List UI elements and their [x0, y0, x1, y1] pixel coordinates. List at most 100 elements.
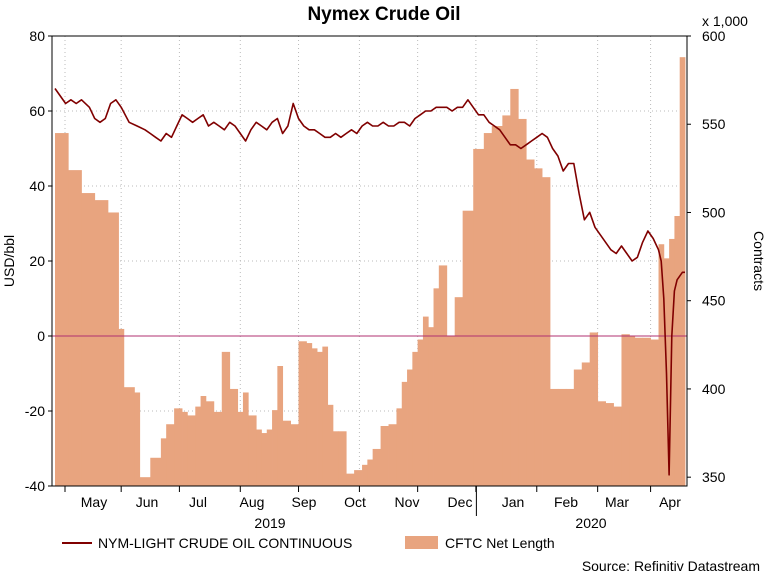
month-label-dec: Dec — [448, 494, 473, 510]
cftc-bar — [510, 88, 519, 487]
cftc-bar — [502, 115, 511, 486]
cftc-bar — [407, 369, 413, 486]
cftc-bar — [613, 406, 622, 486]
left-tick-label: 20 — [29, 253, 45, 269]
left-tick-label: 80 — [29, 28, 45, 44]
cftc-bar — [674, 216, 681, 486]
cftc-bar — [597, 401, 606, 486]
month-label-nov: Nov — [395, 494, 420, 510]
cftc-bar — [187, 415, 196, 486]
cftc-bar — [123, 387, 135, 486]
right-tick-label: 550 — [702, 116, 726, 132]
right-tick-label: 600 — [702, 28, 726, 44]
cftc-bar — [642, 337, 651, 486]
cftc-bar — [388, 424, 397, 486]
cftc-bar — [473, 148, 485, 487]
month-label-may: May — [81, 494, 107, 510]
cftc-bar — [372, 448, 381, 486]
cftc-bar — [182, 411, 188, 486]
cftc-bar — [650, 339, 659, 486]
cftc-bar — [311, 348, 318, 486]
cftc-bar — [581, 362, 591, 486]
right-tick-label: 350 — [702, 469, 726, 485]
cftc-bar — [518, 118, 527, 487]
left-tick-label: -40 — [25, 478, 45, 494]
cftc-bar — [81, 193, 96, 486]
source-note: Source: Refinitiv Datastream — [582, 558, 760, 574]
month-label-feb: Feb — [554, 494, 578, 510]
x-axis-month-labels: May Jun Jul Aug Sep Oct Nov Dec Jan Feb Mar Apr — [64, 486, 681, 516]
right-axis-multiplier: x 1,000 — [702, 13, 748, 29]
cftc-bar — [534, 168, 543, 486]
cftc-bar — [629, 336, 636, 486]
cftc-bar — [362, 464, 368, 486]
cftc-bar — [573, 369, 583, 486]
cftc-bar — [242, 392, 249, 486]
cftc-bar — [396, 408, 403, 486]
cftc-bar — [354, 470, 363, 486]
cftc-bar — [491, 126, 503, 486]
cftc-bar — [166, 424, 175, 486]
cftc-bar — [205, 401, 215, 486]
cftc-bar — [346, 473, 355, 486]
right-axis-ticks: 600 550 500 450 400 350 — [687, 28, 726, 485]
cftc-bar — [380, 426, 389, 486]
cftc-bar — [237, 411, 244, 486]
cftc-bar — [446, 336, 456, 486]
month-label-jul: Jul — [189, 494, 207, 510]
month-label-apr: Apr — [659, 494, 681, 510]
cftc-net-length-area — [55, 57, 686, 487]
cftc-bar — [282, 420, 291, 486]
cftc-bar — [200, 396, 207, 486]
cftc-bar — [454, 297, 464, 486]
cftc-bar — [412, 351, 419, 486]
crude-oil-price-line — [54, 88, 685, 476]
cftc-bar — [277, 366, 284, 486]
cftc-bar — [332, 431, 339, 486]
right-tick-label: 500 — [702, 204, 726, 220]
cftc-bar — [248, 415, 257, 486]
month-label-oct: Oct — [344, 494, 366, 510]
cftc-bar — [139, 477, 151, 486]
year-label-2020: 2020 — [575, 515, 606, 531]
cftc-bar — [327, 404, 334, 486]
cftc-bar — [438, 265, 448, 486]
left-tick-label: 0 — [37, 328, 45, 344]
cftc-bar — [107, 212, 119, 486]
left-tick-label: 40 — [29, 178, 45, 194]
cftc-bar — [298, 341, 307, 486]
month-label-jan: Jan — [502, 494, 525, 510]
cftc-bar — [557, 388, 567, 486]
month-label-mar: Mar — [605, 494, 629, 510]
cftc-bar — [462, 210, 474, 487]
cftc-bar — [174, 408, 183, 486]
cftc-bar — [417, 339, 424, 486]
cftc-bar — [266, 429, 273, 486]
month-label-aug: Aug — [240, 494, 265, 510]
cftc-bar — [401, 381, 408, 486]
right-tick-label: 400 — [702, 381, 726, 397]
legend-line-label: NYM-LIGHT CRUDE OIL CONTINUOUS — [98, 535, 352, 551]
cftc-bar — [658, 244, 665, 486]
cftc-bar — [621, 334, 630, 486]
cftc-bar — [338, 431, 347, 486]
cftc-bar — [134, 392, 141, 486]
cftc-bar — [290, 424, 299, 486]
year-label-2019: 2019 — [254, 515, 285, 531]
cftc-bar — [322, 346, 329, 486]
cftc-bar — [306, 343, 313, 486]
chart-title: Nymex Crude Oil — [307, 4, 460, 25]
left-axis-label: USD/bbl — [1, 235, 17, 287]
cftc-bar — [94, 200, 109, 486]
cftc-bar — [422, 316, 429, 486]
left-axis-ticks: 80 60 40 20 0 -20 -40 — [25, 28, 52, 494]
cftc-bar — [160, 438, 167, 486]
cftc-bar — [272, 410, 278, 486]
cftc-bar — [589, 332, 599, 486]
cftc-bar — [550, 388, 559, 486]
cftc-bar — [256, 429, 262, 486]
cftc-bar — [55, 133, 69, 486]
cftc-bar — [229, 388, 239, 486]
right-axis-label: Contracts — [751, 231, 767, 291]
